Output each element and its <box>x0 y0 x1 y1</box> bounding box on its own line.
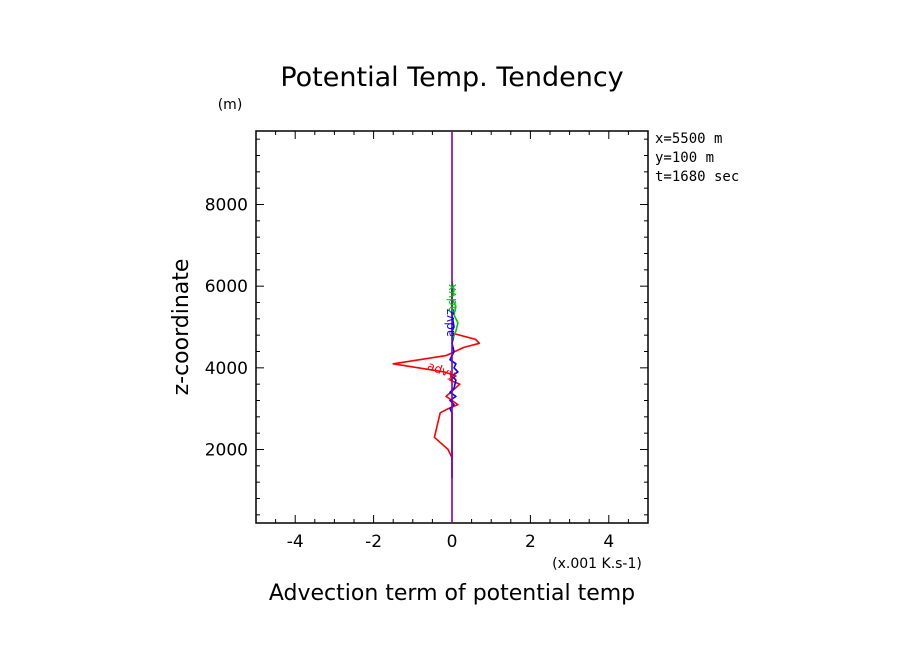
x-units-label: (x.001 K.s-1) <box>552 556 642 572</box>
y-units-label: (m) <box>218 97 243 113</box>
y-tick-label: 6000 <box>205 277 248 297</box>
x-tick-label: 4 <box>603 532 614 552</box>
y-tick-label: 8000 <box>205 196 248 216</box>
x-tick-label: -2 <box>365 532 382 552</box>
annotation-t: t=1680 sec <box>655 169 739 185</box>
x-tick-label: -4 <box>287 532 304 552</box>
y-tick-label: 4000 <box>205 359 248 379</box>
series-line-advy <box>392 327 481 459</box>
annotation-y: y=100 m <box>655 150 714 166</box>
series-label-advz: advz <box>443 309 457 337</box>
annotation-block: x=5500 m y=100 m t=1680 sec <box>655 131 739 185</box>
y-tick-label: 2000 <box>205 441 248 461</box>
annotation-x: x=5500 m <box>655 131 722 147</box>
x-tick-label: 2 <box>525 532 536 552</box>
x-tick-label: 0 <box>447 532 458 552</box>
series-label-advx: advx <box>445 284 459 313</box>
chart-title: Potential Temp. Tendency <box>280 62 623 93</box>
x-axis-label: Advection term of potential temp <box>269 581 635 606</box>
series-line-advx <box>451 281 459 340</box>
y-axis-label: z-coordinate <box>169 259 194 396</box>
